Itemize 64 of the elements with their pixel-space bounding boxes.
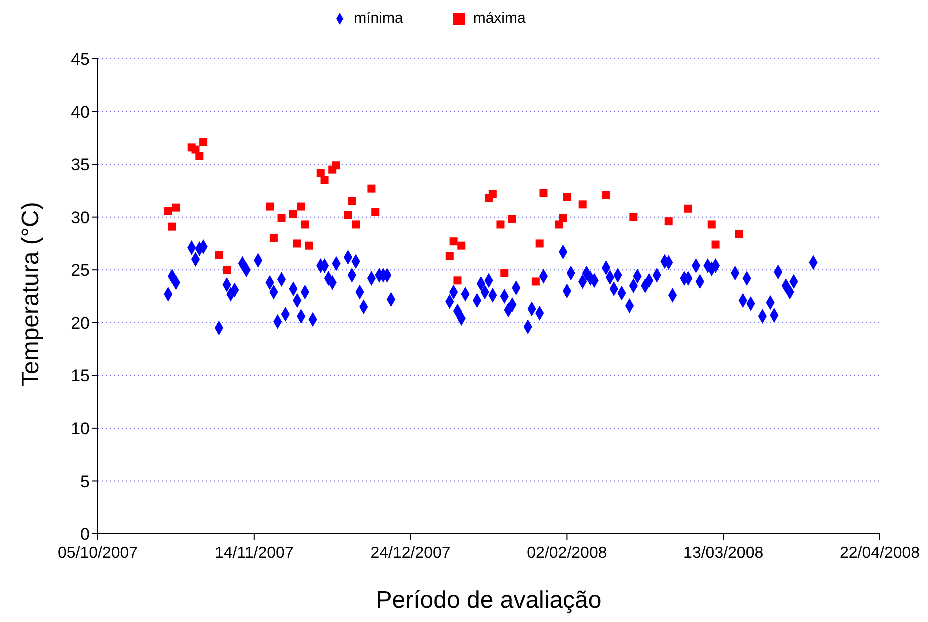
x-axis-title: Período de avaliação <box>376 587 602 614</box>
y-tick-label: 25 <box>71 261 90 280</box>
point <box>348 198 356 206</box>
point <box>320 176 329 184</box>
y-tick-label: 15 <box>71 366 90 386</box>
y-tick-label: 20 <box>71 314 90 333</box>
point <box>578 200 587 209</box>
x-tick-label: 24/12/2007 <box>370 545 451 562</box>
point <box>352 220 360 229</box>
point <box>164 207 172 215</box>
point <box>664 218 673 226</box>
point <box>332 162 341 170</box>
point <box>559 214 568 222</box>
point <box>297 202 306 211</box>
x-tick-label: 22/04/2008 <box>840 545 920 562</box>
point <box>602 191 610 200</box>
point <box>372 208 380 216</box>
y-axis-title: Temperatura (°C) <box>18 202 45 386</box>
point <box>368 184 376 193</box>
point <box>446 252 454 260</box>
y-tick-label: 0 <box>80 525 90 544</box>
point <box>223 266 232 274</box>
point <box>500 269 509 278</box>
y-tick-label: 35 <box>71 156 90 175</box>
y-tick-label: 10 <box>71 419 90 438</box>
point <box>488 190 497 198</box>
point <box>458 242 466 250</box>
point <box>496 220 505 229</box>
point <box>305 242 314 250</box>
point <box>630 213 638 222</box>
point <box>344 211 352 220</box>
x-tick-label: 14/11/2007 <box>214 545 294 562</box>
point <box>172 204 180 212</box>
point <box>532 278 540 286</box>
point <box>293 240 302 248</box>
point <box>712 240 720 249</box>
point <box>684 204 692 213</box>
point <box>200 138 208 146</box>
y-tick-label: 40 <box>71 102 90 122</box>
point <box>563 193 572 202</box>
x-tick-label: 13/03/2008 <box>684 545 764 562</box>
x-tick-label: 05/10/2007 <box>58 545 138 562</box>
point <box>301 220 310 229</box>
point <box>540 189 548 198</box>
point <box>508 215 516 224</box>
point <box>196 152 204 160</box>
point <box>454 276 462 285</box>
point <box>168 222 176 231</box>
legend-label: mínima <box>354 10 404 27</box>
point <box>290 210 298 218</box>
legend-label: máxima <box>473 10 526 27</box>
point <box>266 202 274 211</box>
point <box>278 214 286 222</box>
point <box>536 240 544 248</box>
y-tick-label: 45 <box>71 50 90 70</box>
point <box>270 234 278 242</box>
point <box>316 169 325 177</box>
point <box>735 230 744 238</box>
x-tick-label: 02/02/2008 <box>527 545 608 562</box>
point <box>215 251 224 260</box>
y-tick-label: 5 <box>80 472 90 492</box>
point <box>708 220 716 229</box>
y-tick-label: 30 <box>71 208 90 228</box>
point <box>450 238 458 246</box>
